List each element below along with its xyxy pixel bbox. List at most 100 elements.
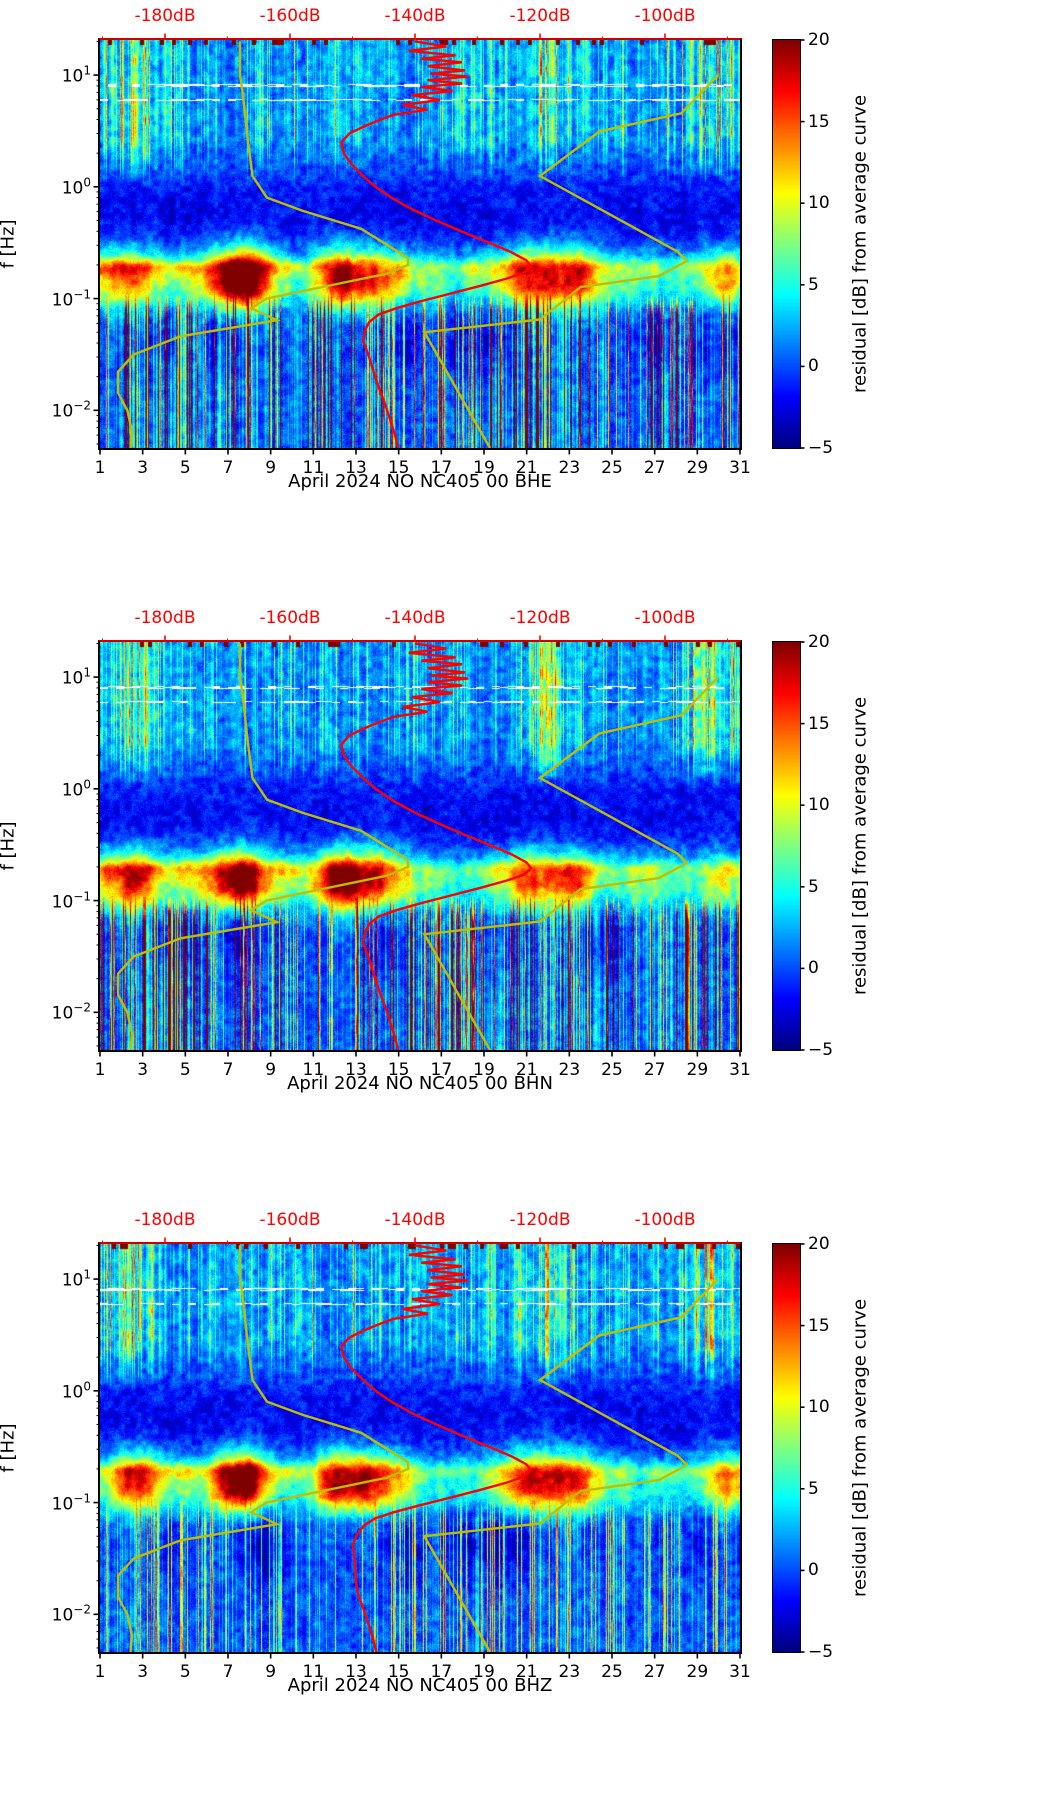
colorbar-gradient [773, 642, 800, 1050]
x-tick-label: 13 [345, 1662, 367, 1682]
x-tick-label: 9 [265, 1662, 277, 1682]
y-tick-label: 100 [61, 777, 91, 801]
x-tick-label: 11 [302, 1662, 325, 1682]
x-tick-label: 31 [729, 458, 751, 478]
x-tick-label: 15 [387, 1060, 410, 1080]
x-tick-label: 27 [643, 1662, 666, 1682]
y-tick-label: 100 [61, 175, 91, 199]
top-db-tick-label: -160dB [259, 6, 321, 26]
spectrogram-panel-bhz: f [Hz] April 2024 NO NC405 00 BHZ residu… [0, 1204, 1052, 1806]
x-tick-label: 1 [94, 1060, 106, 1080]
colorbar-tick-label: 20 [808, 632, 830, 652]
x-tick-label: 25 [601, 458, 623, 478]
colorbar [772, 1243, 801, 1653]
colorbar-label: residual [dB] from average curve [849, 94, 871, 394]
spectrogram-heatmap [100, 642, 740, 1050]
y-tick-label: 10−2 [51, 398, 91, 422]
colorbar-tick-label: 0 [808, 356, 819, 377]
x-tick-label: 7 [222, 1060, 234, 1080]
x-tick-label: 19 [473, 458, 495, 478]
y-axis-label: f [Hz] [0, 1423, 19, 1472]
colorbar-label: residual [dB] from average curve [849, 1298, 871, 1598]
y-tick-label: 101 [61, 1267, 91, 1291]
top-db-tick-label: -180dB [134, 1210, 196, 1230]
x-tick-label: 23 [558, 1662, 581, 1682]
colorbar-gradient [773, 1244, 800, 1652]
x-tick-label: 17 [430, 1060, 453, 1080]
x-tick-label: 9 [265, 458, 277, 478]
x-axis-title: April 2024 NO NC405 00 BHZ [287, 1675, 553, 1696]
colorbar-label: residual [dB] from average curve [849, 696, 871, 996]
x-tick-label: 21 [515, 1662, 538, 1682]
colorbar-tick-label: 5 [808, 1478, 819, 1499]
x-tick-label: 27 [643, 1060, 666, 1080]
x-tick-label: 15 [387, 1662, 410, 1682]
x-tick-label: 1 [94, 458, 106, 478]
y-axis-label: f [Hz] [0, 821, 19, 870]
x-tick-label: 23 [558, 458, 581, 478]
x-tick-label: 3 [137, 458, 149, 478]
colorbar [772, 641, 801, 1051]
x-tick-label: 9 [265, 1060, 277, 1080]
y-tick-label: 10−1 [51, 1491, 91, 1514]
y-tick-label: 10−1 [51, 287, 91, 310]
x-tick-label: 17 [430, 458, 453, 478]
x-tick-label: 5 [179, 1060, 191, 1080]
x-axis-title: April 2024 NO NC405 00 BHN [287, 1073, 553, 1094]
top-db-tick-label: -100dB [634, 6, 696, 26]
top-db-tick-label: -160dB [259, 608, 321, 628]
colorbar-tick-label: 10 [808, 795, 830, 816]
top-db-tick-label: -160dB [259, 1210, 321, 1230]
x-tick-label: 13 [345, 458, 367, 478]
y-tick-label: 100 [61, 1379, 91, 1403]
top-db-tick-label: -180dB [134, 608, 196, 628]
colorbar-tick-label: 0 [808, 1560, 819, 1581]
top-db-tick-label: -140dB [384, 1210, 446, 1230]
top-db-tick-label: -140dB [384, 6, 446, 26]
colorbar-tick-label: 15 [808, 713, 830, 734]
x-tick-label: 21 [515, 458, 538, 478]
plot-area [98, 640, 742, 1052]
colorbar-tick-label: 20 [808, 1234, 830, 1254]
x-tick-label: 11 [302, 458, 325, 478]
y-tick-label: 10−1 [51, 889, 91, 912]
spectrogram-panel-bhn: f [Hz] April 2024 NO NC405 00 BHN residu… [0, 602, 1052, 1204]
x-tick-label: 25 [601, 1060, 623, 1080]
top-db-tick-label: -120dB [509, 1210, 571, 1230]
colorbar-tick-label: 15 [808, 1315, 830, 1336]
y-axis-label: f [Hz] [0, 219, 19, 268]
x-tick-label: 5 [179, 1662, 191, 1682]
colorbar-gradient [773, 40, 800, 448]
x-tick-label: 5 [179, 458, 191, 478]
spectrogram-panel-bhe: f [Hz] April 2024 NO NC405 00 BHE residu… [0, 0, 1052, 602]
colorbar-tick-label: 5 [808, 274, 819, 295]
x-tick-label: 29 [686, 1662, 709, 1682]
colorbar-tick-label: 0 [808, 958, 819, 979]
spectrogram-heatmap [100, 1244, 740, 1652]
colorbar [772, 39, 801, 449]
x-tick-label: 21 [515, 1060, 538, 1080]
y-tick-label: 10−2 [51, 1000, 91, 1024]
y-tick-label: 101 [61, 63, 91, 87]
plot-area [98, 38, 742, 450]
x-tick-label: 1 [94, 1662, 106, 1682]
y-tick-label: 101 [61, 665, 91, 689]
x-tick-label: 7 [222, 1662, 234, 1682]
colorbar-tick-label: 15 [808, 111, 830, 132]
x-tick-label: 17 [430, 1662, 453, 1682]
colorbar-tick-label: 20 [808, 30, 830, 50]
top-db-tick-label: -100dB [634, 608, 696, 628]
top-db-tick-label: -180dB [134, 6, 196, 26]
top-db-tick-label: -120dB [509, 6, 571, 26]
x-tick-label: 11 [302, 1060, 325, 1080]
colorbar-tick-label: 5 [808, 876, 819, 897]
x-tick-label: 29 [686, 458, 709, 478]
top-db-tick-label: -120dB [509, 608, 571, 628]
x-tick-label: 29 [686, 1060, 709, 1080]
x-tick-label: 15 [387, 458, 410, 478]
x-tick-label: 27 [643, 458, 666, 478]
x-tick-label: 19 [473, 1662, 495, 1682]
spectrogram-heatmap [100, 40, 740, 448]
colorbar-tick-label: −5 [808, 1642, 834, 1662]
x-tick-label: 13 [345, 1060, 367, 1080]
